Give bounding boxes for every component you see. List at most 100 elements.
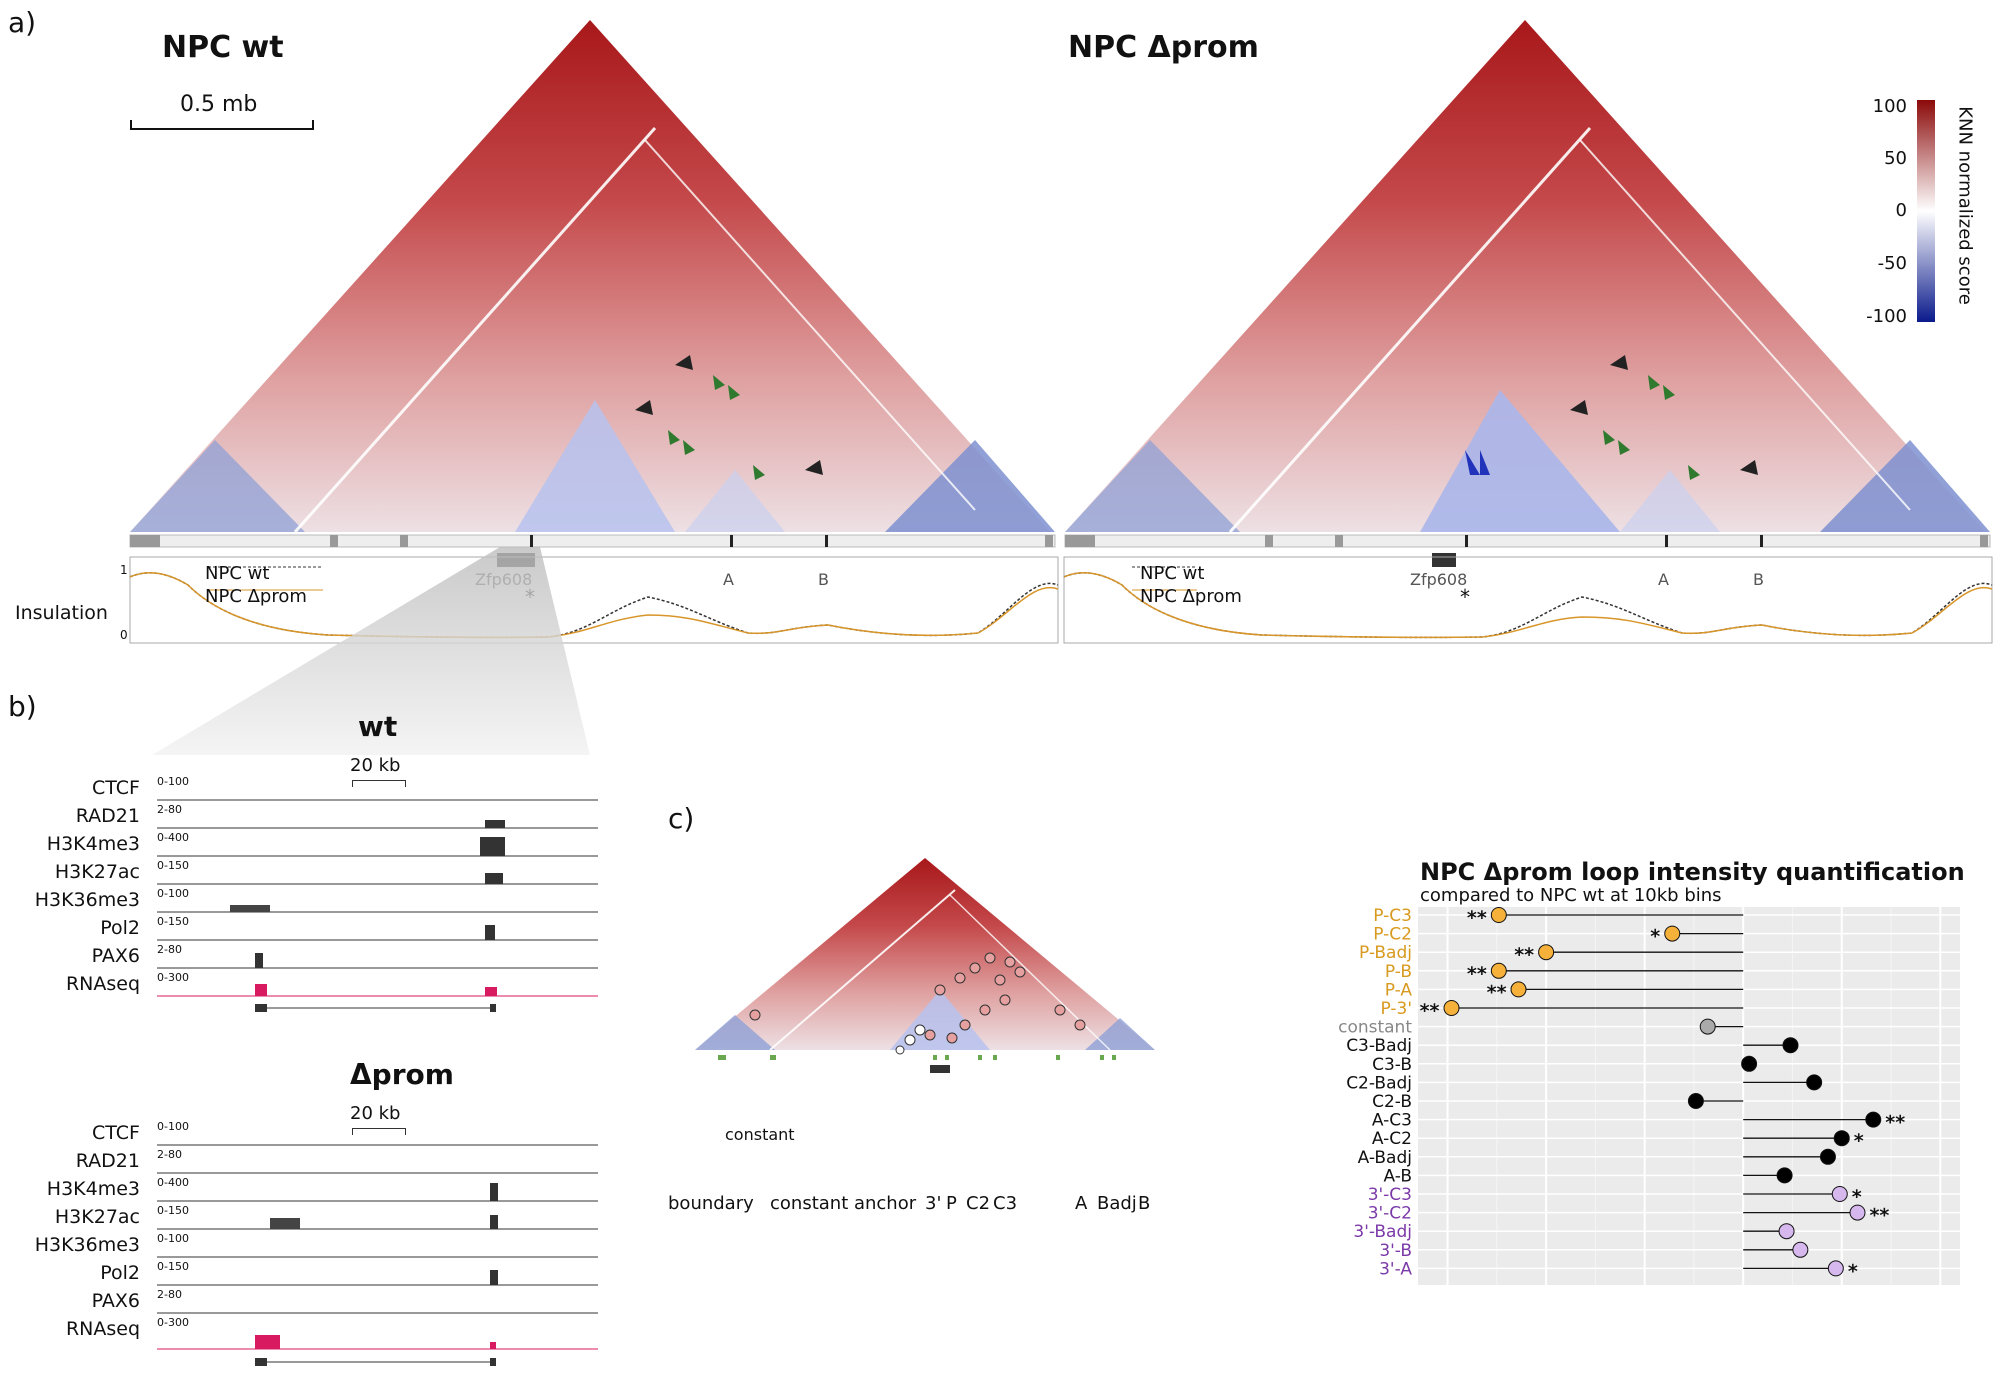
colorbar-label: KNN normalized score (1954, 106, 1976, 305)
site-b-label-dprom: B (1753, 570, 1764, 589)
lollipop-point (1831, 1186, 1848, 1202)
lollipop-chart: -1.5-1-0.500.51P-C3**P-C2*P-Badj**P-B**P… (1338, 906, 1960, 1285)
zfp608-label-dprom: Zfp608 (1410, 570, 1468, 589)
scale-bar-label: 0.5 mb (180, 92, 258, 117)
significance-label: ** (1420, 1000, 1440, 1022)
lollipop-point (1776, 1167, 1793, 1184)
row-label: C2-B (1372, 1092, 1412, 1112)
lollipop-point (1849, 1204, 1866, 1221)
plot-background (1418, 907, 1960, 1285)
constant-label: constant (725, 1125, 795, 1144)
anchor-label: C2 (966, 1193, 991, 1214)
track-range: 2-80 (157, 1148, 182, 1161)
significance-label: ** (1467, 963, 1487, 985)
significance-label: ** (1885, 1112, 1905, 1134)
lollipop-point (1827, 1260, 1844, 1277)
lollipop-point (1699, 1018, 1716, 1035)
anchor-label: B (1138, 1193, 1151, 1214)
panel-a-letter: a) (8, 6, 37, 39)
wt-tracks: CTCF RAD21 H3K4me3 H3K27ac H3K36me3 Pol2… (0, 775, 600, 1035)
colorbar-tick: 0 (1895, 200, 1907, 221)
track-name: PAX6 (91, 945, 140, 967)
ins-ytick-0: 0 (120, 628, 128, 642)
lollipop-point (1443, 1000, 1460, 1016)
row-label: A-B (1384, 1166, 1412, 1186)
track-name: H3K36me3 (34, 1234, 140, 1256)
zoom-fan (152, 547, 590, 755)
row-label: C3-B (1372, 1055, 1412, 1075)
row-label: P-Badj (1359, 943, 1412, 963)
significance-label: * (1854, 1130, 1864, 1152)
track-name: H3K4me3 (46, 833, 140, 855)
lollipop-point (1819, 1148, 1836, 1165)
site-a-label-wt: A (723, 570, 734, 589)
track-name: H3K36me3 (34, 889, 140, 911)
dprom-tracks: CTCF RAD21 H3K4me3 H3K27ac H3K36me3 Pol2… (0, 1120, 600, 1385)
significance-label: ** (1487, 981, 1507, 1003)
row-label: 3'-Badj (1353, 1222, 1412, 1242)
track-range: 2-80 (157, 803, 182, 816)
lollipop-point (1664, 925, 1681, 942)
insulation-plot-wt (129, 556, 1059, 644)
row-label: 3'-A (1379, 1259, 1412, 1279)
colorbar (1917, 100, 1935, 322)
dprom-track-signals (157, 1144, 598, 1366)
track-name: CTCF (92, 1122, 140, 1144)
row-label: 3'-B (1379, 1241, 1412, 1261)
track-range: 0-100 (157, 775, 189, 788)
significance-label: ** (1514, 944, 1534, 966)
row-label: A-C3 (1372, 1111, 1412, 1131)
track-range: 0-150 (157, 859, 189, 872)
chart-title: NPC Δprom loop intensity quantification (1420, 858, 1965, 886)
legend-dprom-label: NPC Δprom (205, 586, 307, 607)
anchor-label: C3 (993, 1193, 1018, 1214)
significance-label: * (1848, 1260, 1858, 1282)
row-label: A-Badj (1358, 1148, 1412, 1168)
heatmap-dprom-title: NPC Δprom (1068, 30, 1259, 65)
anchor-label: boundary (668, 1193, 754, 1214)
lollipop-point (1490, 907, 1507, 923)
ins-ytick-1: 1 (120, 563, 128, 577)
anchor-label: constant anchor (770, 1193, 917, 1214)
track-name: Pol2 (100, 917, 140, 939)
track-range: 0-150 (157, 1204, 189, 1217)
heatmap-dprom (1064, 20, 1991, 548)
anchor-label: P (946, 1193, 957, 1214)
anchor-label: Badj (1097, 1193, 1137, 1214)
significance-label: ** (1870, 1205, 1890, 1227)
legend-wt-label: NPC wt (205, 563, 270, 584)
track-name: RAD21 (75, 805, 140, 827)
track-range: 0-400 (157, 1176, 189, 1189)
row-label: P-A (1385, 980, 1413, 1000)
heatmap-wt-title: NPC wt (162, 30, 284, 65)
track-range: 0-300 (157, 1316, 189, 1329)
significance-label: ** (1467, 907, 1487, 929)
wt-scale-label: 20 kb (350, 755, 401, 776)
track-range: 0-100 (157, 1232, 189, 1245)
lollipop-point (1833, 1130, 1850, 1147)
lollipop-point (1865, 1111, 1882, 1128)
track-name: H3K27ac (54, 861, 140, 883)
track-range: 0-100 (157, 887, 189, 900)
track-name: H3K27ac (54, 1206, 140, 1228)
significance-label: * (1852, 1186, 1862, 1208)
row-label: A-C2 (1372, 1129, 1412, 1149)
row-label: constant (1338, 1018, 1412, 1038)
lollipop-point (1741, 1055, 1758, 1072)
anchor-label: A (1075, 1193, 1088, 1214)
lollipop-point (1687, 1093, 1704, 1109)
row-label: 3'-C3 (1368, 1185, 1412, 1205)
heatmap-wt (129, 20, 1056, 548)
lollipop-point (1538, 944, 1555, 961)
wt-track-signals (157, 799, 598, 1012)
lollipop-point (1782, 1037, 1799, 1054)
colorbar-tick: -50 (1877, 253, 1907, 274)
legend-dprom-label-2: NPC Δprom (1140, 586, 1242, 607)
dprom-scale-bar (352, 1128, 406, 1135)
lollipop-point (1510, 981, 1527, 998)
insulation-label: Insulation (15, 602, 108, 624)
panel-c-letter: c) (668, 802, 695, 835)
row-label: 3'-C2 (1368, 1204, 1412, 1224)
track-name: RAD21 (75, 1150, 140, 1172)
legend-wt-label-2: NPC wt (1140, 563, 1205, 584)
